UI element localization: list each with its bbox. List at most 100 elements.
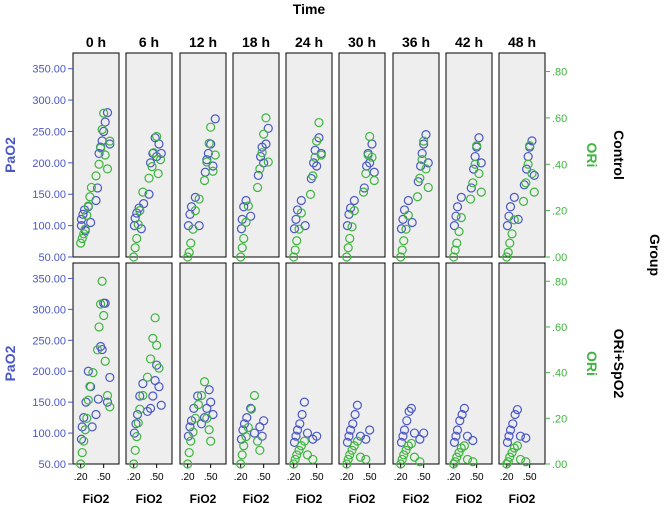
pao2-point [502,437,513,447]
ori-point [152,340,162,350]
x-axis-tick-label: .20 [447,472,461,483]
pao2-point [474,133,484,143]
pao2-point [452,425,463,435]
ori-point [183,252,193,262]
ori-point [308,171,318,181]
pao2-point [152,360,162,370]
pao2-point [406,403,416,413]
pao2-point [399,425,410,435]
pao2-point [289,224,300,234]
ori-point [77,447,87,458]
left-axis-tick-label: 50.00 [38,252,66,264]
ori-point [361,454,371,465]
ori-point [472,141,482,151]
ori-point [255,445,265,455]
pao2-point [452,202,463,212]
pao2-point [342,221,353,231]
ori-point [355,452,366,462]
ori-point [237,243,247,253]
pao2-point [508,419,518,429]
left-axis-tick-label: 250.00 [32,335,66,347]
pao2-point [350,409,360,420]
pao2-point [355,431,366,441]
ori-point [452,452,462,462]
pao2-point [100,298,110,308]
ori-point [342,252,352,262]
panel-bg [232,52,280,258]
pao2-point [504,431,514,441]
ori-point [292,450,302,460]
panel-title: 24 h [295,34,323,50]
pao2-point [102,397,113,407]
pao2-point [257,431,267,441]
ori-point [80,425,90,435]
panel-bg [338,52,386,258]
x-axis-tick-label: .20 [500,472,514,483]
ori-point [312,136,322,146]
ori-point [132,431,142,442]
ori-point [352,436,362,446]
pao2-point [510,409,520,420]
ori-point [515,454,526,465]
ori-point [302,450,313,460]
ori-point [397,454,407,465]
pao2-point [86,217,96,228]
ori-point [76,459,86,469]
pao2-point [148,391,158,401]
ori-point [153,168,163,179]
ori-point [367,152,377,162]
ori-point [523,159,533,169]
ori-point [505,452,515,462]
left-axis-tick-label: 50.00 [38,459,66,471]
ori-point [99,310,109,321]
pao2-point [509,192,519,202]
ori-point [190,206,200,216]
ori-point [310,152,320,162]
ori-point [99,108,109,118]
ori-point [452,238,462,248]
pao2-point [476,158,486,168]
pao2-point [419,428,429,438]
panel-title: 36 h [402,34,430,50]
x-axis-label: FiO2 [403,492,430,506]
pao2-point [459,403,469,413]
ori-point [133,418,143,428]
ori-point [308,454,318,465]
ori-point [82,210,92,220]
panel-title: 30 h [348,34,376,50]
ori-point [257,148,267,158]
ori-point [80,224,90,234]
ori-point [450,245,460,255]
pao2-point [312,431,322,441]
ori-point [186,436,196,446]
ori-point [249,390,260,401]
ori-point [184,247,194,257]
pao2-point [299,397,309,407]
pao2-point [261,139,271,149]
ori-point [148,333,158,343]
ori-point [294,445,304,455]
panel-title: 0 h [86,34,106,50]
right-axis-tick-label: .20 [552,413,567,425]
ori-point [100,150,110,160]
ori-point [188,224,198,234]
pao2-point [402,416,412,426]
ori-point [454,447,464,458]
panel-bg [445,52,493,258]
left-axis-tick-label: 150.00 [32,397,66,409]
x-axis-tick-label: .20 [127,472,141,483]
x-axis-label: FiO2 [136,492,163,506]
left-axis-tick-label: 350.00 [32,273,66,285]
ori-point [255,164,265,174]
pao2-point [204,385,214,395]
x-axis-tick-label: .20 [74,472,88,483]
pao2-point [100,117,110,127]
pao2-point [291,431,301,441]
ori-point [316,150,326,160]
pao2-point [309,158,319,168]
pao2-point [156,400,166,410]
ori-point [204,425,214,435]
pao2-point [203,148,213,159]
ori-point [527,168,537,179]
ori-point [85,192,95,202]
